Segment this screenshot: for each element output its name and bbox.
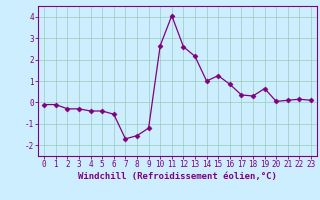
X-axis label: Windchill (Refroidissement éolien,°C): Windchill (Refroidissement éolien,°C)	[78, 172, 277, 181]
